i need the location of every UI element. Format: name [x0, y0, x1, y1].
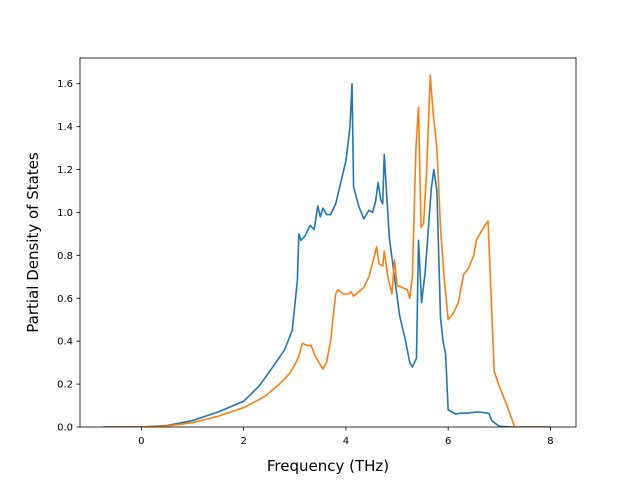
- x-tick-label: 2: [240, 436, 246, 447]
- x-axis-title: Frequency (THz): [267, 457, 389, 475]
- y-tick-label: 0.6: [57, 294, 73, 305]
- y-tick-label: 0.0: [57, 423, 73, 434]
- series-layer: [103, 74, 551, 427]
- x-tick-label: 0: [138, 436, 144, 447]
- x-axis: 0 2 4 6 8: [138, 427, 554, 447]
- y-tick-label: 1.2: [57, 165, 73, 176]
- series-line-2: [103, 74, 551, 427]
- y-tick-label: 1.0: [57, 208, 73, 219]
- x-tick-label: 4: [343, 436, 349, 447]
- y-tick-label: 1.4: [57, 122, 73, 133]
- y-tick-label: 0.8: [57, 251, 73, 262]
- series-line-1: [103, 82, 551, 427]
- y-tick-label: 1.6: [57, 79, 73, 90]
- y-axis: 0.0 0.2 0.4 0.6 0.8 1.0 1.2 1.4 1.6: [57, 79, 80, 434]
- x-tick-label: 8: [547, 436, 553, 447]
- y-tick-label: 0.2: [57, 380, 73, 391]
- x-tick-label: 6: [445, 436, 451, 447]
- y-tick-label: 0.4: [57, 337, 73, 348]
- y-axis-title: Partial Density of States: [24, 152, 42, 333]
- plot-frame: [79, 57, 577, 428]
